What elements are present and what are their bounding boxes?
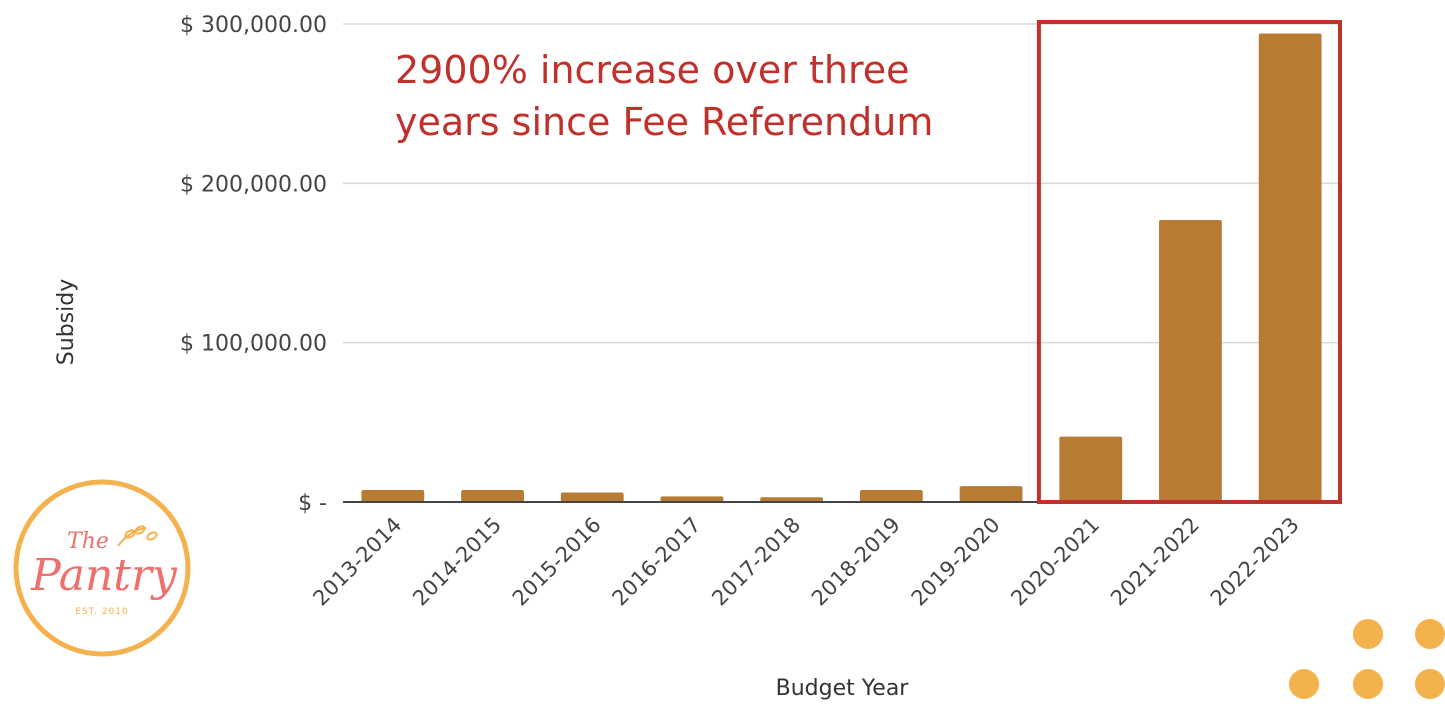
logo-text-pantry: Pantry — [30, 550, 178, 601]
x-tick-label: 2014-2015 — [408, 513, 506, 611]
y-tick-label: $ 100,000.00 — [180, 332, 327, 357]
x-axis-title: Budget Year — [776, 676, 910, 701]
logo-text-est: EST. 2010 — [75, 607, 128, 617]
bar-2022-2023 — [1258, 33, 1322, 503]
logo-ring — [13, 479, 191, 657]
x-tick-label: 2016-2017 — [608, 513, 706, 611]
bar-2018-2019 — [859, 490, 923, 502]
y-axis-title: Subsidy — [54, 279, 79, 365]
bar-2017-2018 — [760, 497, 824, 502]
logo-text-the: The — [67, 529, 109, 554]
x-axis-ticks: 2013-2014 2014-2015 2015-2016 2016-2017 2017… — [308, 513, 1303, 611]
x-tick-label: 2015-2016 — [508, 513, 606, 611]
x-tick-label: 2022-2023 — [1206, 513, 1304, 611]
pantry-logo: The Pantry EST. 2010 — [13, 479, 191, 657]
bar-2021-2022 — [1159, 219, 1222, 503]
wheat-icon — [117, 525, 158, 547]
x-tick-label: 2019-2020 — [907, 513, 1005, 611]
annotation-line-1: 2900% increase over three — [395, 48, 909, 92]
bars — [361, 33, 1322, 503]
bar-2019-2020 — [959, 486, 1023, 502]
x-tick-label: 2021-2022 — [1106, 513, 1204, 611]
highlight-box — [1036, 20, 1343, 504]
y-tick-label: $ - — [298, 491, 327, 516]
bar-2014-2015 — [461, 490, 524, 502]
bar-2016-2017 — [660, 496, 724, 502]
y-axis-ticks: $ - $ 100,000.00 $ 200,000.00 $ 300,000.00 — [180, 13, 327, 516]
y-tick-label: $ 300,000.00 — [180, 13, 327, 38]
bar-2013-2014 — [361, 490, 425, 502]
x-tick-label: 2017-2018 — [707, 513, 805, 611]
x-tick-label: 2018-2019 — [807, 513, 905, 611]
bar-2015-2016 — [560, 492, 624, 502]
bar-2020-2021 — [1059, 436, 1123, 502]
annotation-line-2: years since Fee Referendum — [395, 100, 933, 144]
x-tick-label: 2013-2014 — [308, 513, 406, 611]
x-tick-label: 2020-2021 — [1006, 513, 1104, 611]
y-tick-label: $ 200,000.00 — [180, 172, 327, 197]
dot-grid-icon — [1289, 619, 1445, 699]
